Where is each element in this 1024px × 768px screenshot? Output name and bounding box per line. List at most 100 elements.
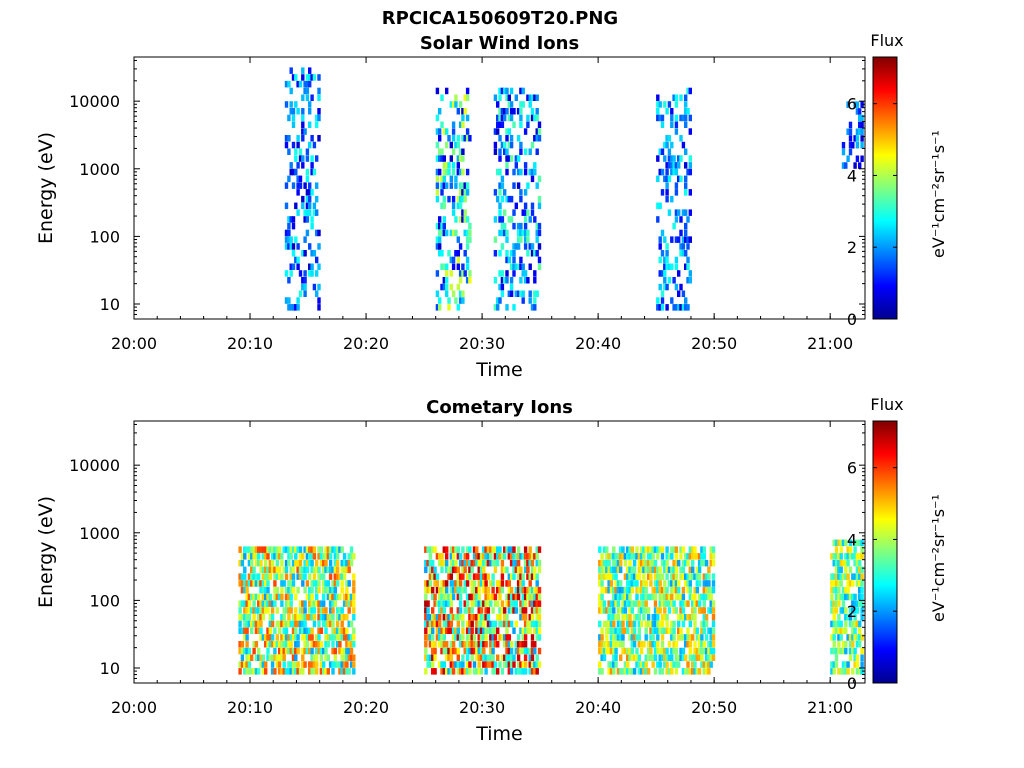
heatmap-cell: [670, 155, 674, 162]
heatmap-cell: [670, 580, 674, 587]
heatmap-cell: [428, 559, 433, 567]
heatmap-cell: [709, 647, 713, 655]
heatmap-cell: [465, 135, 470, 142]
heatmap-cell: [333, 586, 337, 594]
heatmap-cell: [289, 270, 293, 277]
heatmap-cell: [287, 600, 291, 607]
heatmap-cell: [681, 593, 686, 601]
heatmap-cell: [498, 216, 502, 223]
heatmap-cell: [674, 559, 679, 567]
heatmap-cell: [670, 566, 674, 574]
heatmap-cell: [830, 668, 834, 675]
heatmap-cell: [298, 182, 303, 189]
heatmap-cell: [454, 634, 458, 641]
heatmap-cell: [240, 580, 245, 587]
heatmap-cell: [312, 566, 317, 574]
heatmap-cell: [440, 182, 444, 189]
heatmap-cell: [486, 600, 491, 607]
heatmap-cell: [468, 641, 472, 648]
heatmap-cell: [697, 559, 702, 567]
heatmap-cell: [537, 121, 542, 128]
heatmap-cell: [349, 546, 354, 553]
heatmap-cell: [679, 607, 683, 614]
heatmap-cell: [445, 620, 449, 628]
heatmap-cell: [598, 600, 602, 607]
heatmap-cell: [621, 614, 625, 621]
heatmap-cell: [612, 566, 616, 574]
heatmap-cell: [252, 620, 256, 628]
heatmap-cell: [521, 661, 525, 668]
heatmap-cell: [284, 600, 289, 607]
heatmap-cell: [609, 580, 614, 587]
heatmap-cell: [243, 627, 247, 634]
colorbar-tick-label: 4: [847, 530, 857, 549]
heatmap-cell: [632, 600, 637, 607]
heatmap-cell: [681, 141, 686, 149]
heatmap-cell: [642, 661, 646, 668]
heatmap-cell: [294, 607, 298, 614]
heatmap-cell: [674, 641, 679, 648]
heatmap-cell: [507, 641, 511, 648]
heatmap-cell: [291, 121, 296, 128]
heatmap-cell: [458, 559, 463, 567]
heatmap-cell: [537, 661, 542, 668]
heatmap-cell: [516, 553, 521, 560]
heatmap-cell: [600, 668, 604, 675]
heatmap-cell: [523, 202, 528, 210]
heatmap-cell: [489, 580, 493, 587]
heatmap-cell: [858, 634, 862, 641]
heatmap-cell: [632, 614, 637, 621]
y-tick-label: 10000: [69, 92, 120, 111]
heatmap-cell: [512, 263, 516, 270]
heatmap-cell: [277, 553, 282, 560]
heatmap-cell: [291, 216, 296, 223]
heatmap-cell: [509, 593, 514, 601]
heatmap-cell: [310, 586, 314, 594]
heatmap-cell: [296, 586, 300, 594]
heatmap-cell: [431, 654, 435, 661]
heatmap-cell: [653, 593, 658, 601]
heatmap-cell: [282, 634, 286, 641]
heatmap-cell: [651, 641, 655, 648]
heatmap-cell: [454, 297, 458, 304]
heatmap-cell: [435, 182, 440, 189]
heatmap-cell: [496, 297, 500, 304]
heatmap-cell: [486, 614, 491, 621]
heatmap-cell: [347, 566, 351, 574]
heatmap-cell: [674, 607, 679, 614]
heatmap-cell: [503, 209, 507, 216]
heatmap-cell: [305, 202, 310, 210]
heatmap-cell: [275, 573, 279, 580]
heatmap-cell: [449, 620, 453, 628]
heatmap-cell: [280, 580, 284, 587]
heatmap-cell: [458, 553, 463, 560]
heatmap-cell: [277, 654, 282, 661]
heatmap-cell: [516, 263, 521, 270]
heatmap-cell: [465, 559, 470, 567]
heatmap-cell: [626, 654, 630, 661]
heatmap-cell: [646, 647, 651, 655]
heatmap-cell: [315, 600, 319, 607]
heatmap-cell: [284, 641, 289, 648]
heatmap-cell: [424, 580, 428, 587]
heatmap-cell: [503, 189, 507, 196]
heatmap-cell: [855, 668, 860, 675]
heatmap-cell: [479, 654, 484, 661]
heatmap-cell: [528, 654, 532, 661]
heatmap-cell: [684, 121, 688, 128]
heatmap-cell: [832, 634, 836, 641]
heatmap-cell: [848, 121, 853, 129]
heatmap-cell: [516, 182, 521, 189]
heatmap-cell: [851, 607, 855, 614]
heatmap-cell: [342, 614, 347, 621]
heatmap-cell: [533, 250, 537, 257]
heatmap-cell: [312, 168, 317, 176]
heatmap-cell: [855, 566, 860, 574]
heatmap-cell: [855, 142, 860, 149]
heatmap-cell: [273, 593, 277, 601]
heatmap-cell: [470, 634, 474, 641]
heatmap-cell: [277, 627, 282, 634]
heatmap-cell: [440, 661, 444, 668]
heatmap-cell: [711, 573, 716, 580]
heatmap-cell: [598, 593, 602, 601]
